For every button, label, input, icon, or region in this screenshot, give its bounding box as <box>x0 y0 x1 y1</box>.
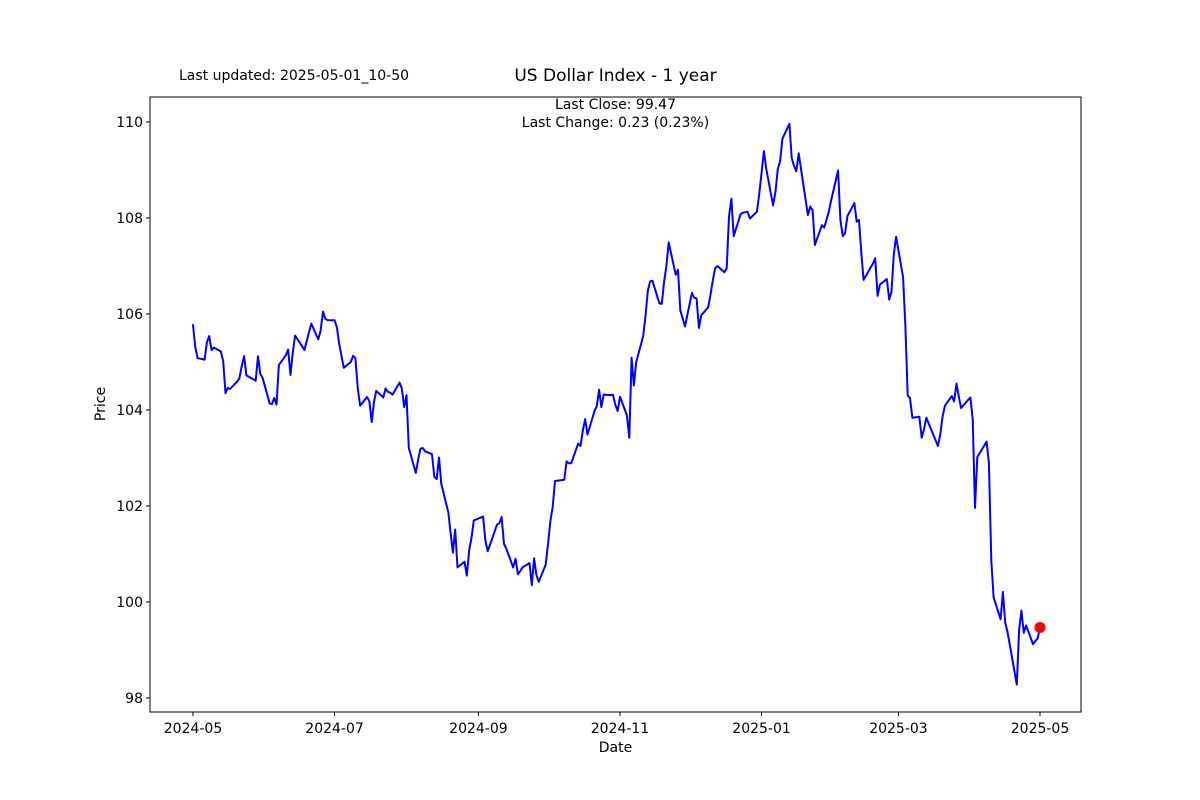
x-tick-label: 2025-01 <box>732 721 791 737</box>
y-tick-label: 110 <box>116 115 143 131</box>
axes-frame <box>149 96 1082 713</box>
y-tick-label: 108 <box>116 211 143 227</box>
price-line <box>192 122 1041 686</box>
x-tick-label: 2025-05 <box>1011 721 1070 737</box>
x-tick-label: 2025-03 <box>869 721 928 737</box>
y-axis-label: Price <box>93 386 109 422</box>
last-updated-text: Last updated: 2025-05-01_10-50 <box>179 68 410 84</box>
chart-title: US Dollar Index - 1 year <box>514 66 717 86</box>
x-tick-label: 2024-05 <box>164 721 223 737</box>
y-tick-label: 98 <box>125 691 143 707</box>
y-tick-label: 106 <box>116 307 143 323</box>
x-axis-label: Date <box>598 740 633 756</box>
x-tick-label: 2024-11 <box>591 721 650 737</box>
last-close-annotation: Last Close: 99.47 <box>555 97 676 113</box>
y-tick-label: 102 <box>116 499 143 515</box>
x-tick-label: 2024-07 <box>305 721 364 737</box>
y-tick-label: 100 <box>116 595 143 611</box>
x-tick-label: 2024-09 <box>449 721 508 737</box>
last-change-annotation: Last Change: 0.23 (0.23%) <box>521 115 710 131</box>
y-tick-label: 104 <box>116 403 143 419</box>
last-close-marker <box>1034 621 1046 633</box>
